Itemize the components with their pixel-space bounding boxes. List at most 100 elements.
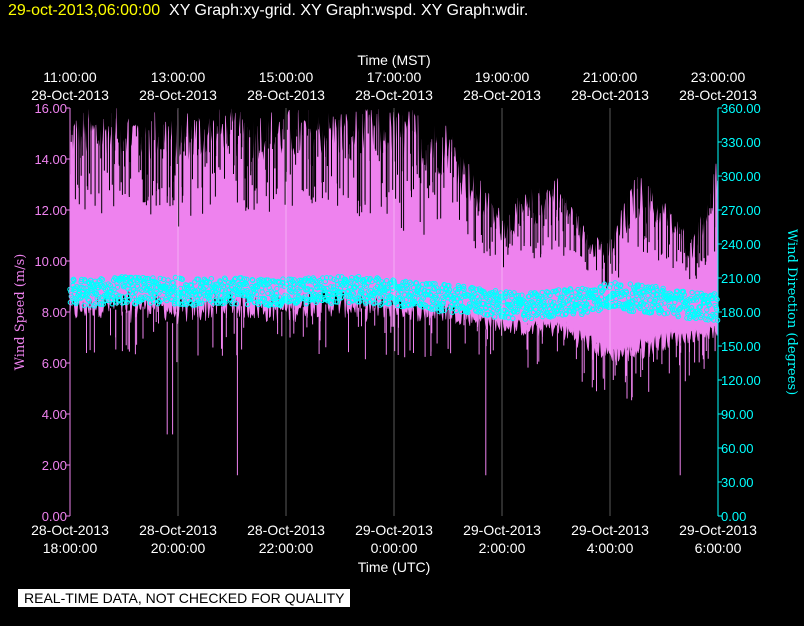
wind-direction-point <box>535 310 541 316</box>
wind-direction-point <box>350 290 357 297</box>
wind-direction-point <box>705 298 712 305</box>
left-tick-label: 10.00 <box>34 254 67 269</box>
wind-direction-point <box>706 301 713 308</box>
wind-direction-point <box>376 289 382 295</box>
wind-direction-point <box>568 287 574 293</box>
wind-direction-point <box>510 315 516 322</box>
wind-direction-point <box>148 288 154 294</box>
wind-direction-point <box>688 304 695 311</box>
bottom-tick-date: 28-Oct-2013 <box>31 522 109 538</box>
wind-direction-point <box>241 281 247 287</box>
wind-direction-point <box>428 306 435 312</box>
wind-direction-point <box>204 278 210 285</box>
wind-direction-point <box>564 307 570 313</box>
wind-direction-point <box>677 306 683 312</box>
wind-direction-point <box>410 284 417 291</box>
left-axis: 0.00 2.00 4.00 6.00 8.00 10.00 12.00 14.00 16.00 <box>34 101 70 524</box>
wind-direction-point <box>400 279 406 286</box>
wind-direction-point <box>317 291 323 298</box>
wind-direction-point <box>196 292 202 298</box>
left-tick-label: 6.00 <box>42 356 67 371</box>
wind-direction-point <box>390 286 396 293</box>
wind-direction-point <box>355 299 361 305</box>
wind-direction-point <box>476 297 482 303</box>
wind-direction-point <box>82 278 88 284</box>
bottom-tick-time: 2:00:00 <box>479 540 526 556</box>
wind-direction-point <box>250 277 256 283</box>
wind-direction-point <box>436 308 442 314</box>
wind-direction-point <box>624 300 630 306</box>
wind-direction-point <box>391 280 398 286</box>
top-tick-time: 13:00:00 <box>151 69 206 85</box>
wind-direction-point <box>123 274 129 281</box>
wind-direction-point <box>492 288 499 294</box>
wind-direction-point <box>180 295 187 301</box>
right-tick-label: 0.00 <box>721 509 746 524</box>
wind-direction-point <box>376 279 382 286</box>
bottom-tick-date: 29-Oct-2013 <box>463 522 541 538</box>
wind-direction-point <box>667 290 673 296</box>
wind-direction-point <box>134 283 141 289</box>
wind-direction-point <box>509 295 515 301</box>
right-tick-label: 300.00 <box>721 169 761 184</box>
wind-direction-point <box>408 290 414 296</box>
y-axis-left-label: Wind Speed (m/s) <box>13 254 28 371</box>
wind-direction-point <box>354 282 360 288</box>
top-tick-date: 28-Oct-2013 <box>139 87 217 103</box>
wind-direction-point <box>296 288 302 295</box>
wind-direction-point <box>658 307 665 314</box>
wind-direction-point <box>514 309 520 315</box>
wind-direction-point <box>704 307 710 313</box>
wind-direction-point <box>645 293 651 299</box>
wind-direction-point <box>187 299 193 306</box>
wind-direction-point <box>657 307 664 313</box>
wind-direction-point <box>335 274 341 280</box>
right-axis: 0.00 30.00 60.00 90.00 120.00 150.00 180.00 210… <box>718 101 761 524</box>
wind-direction-point <box>244 276 250 282</box>
top-tick-time: 23:00:00 <box>691 69 746 85</box>
wind-direction-point <box>694 294 700 300</box>
left-tick-label: 8.00 <box>42 305 67 320</box>
right-tick-label: 330.00 <box>721 135 761 150</box>
wind-direction-point <box>398 289 404 295</box>
wind-direction-point <box>454 289 461 295</box>
wind-direction-point <box>303 301 309 307</box>
wind-direction-point <box>693 297 700 303</box>
top-axis: 11:00:00 28-Oct-2013 13:00:00 28-Oct-2013 15… <box>31 69 757 103</box>
right-tick-label: 360.00 <box>721 101 761 116</box>
wind-direction-point <box>492 290 498 296</box>
wind-direction-point <box>635 282 642 288</box>
wind-direction-point <box>584 301 590 307</box>
wind-direction-point <box>183 302 189 308</box>
wind-direction-point <box>623 289 630 296</box>
wind-direction-point <box>350 297 356 303</box>
wind-direction-point <box>669 307 676 313</box>
wind-direction-point <box>171 284 177 290</box>
wind-direction-point <box>132 289 138 295</box>
wind-direction-point <box>203 283 209 290</box>
wind-direction-point <box>385 289 392 295</box>
wind-direction-point <box>522 316 528 322</box>
wind-direction-point <box>597 306 604 312</box>
chart-header: 29-oct-2013,06:00:00 XY Graph:xy-grid. X… <box>8 2 528 20</box>
wind-direction-point <box>559 312 566 318</box>
wind-direction-point <box>453 307 459 314</box>
wind-direction-point <box>465 309 471 315</box>
wind-direction-point <box>276 294 283 300</box>
wind-direction-point <box>253 291 260 297</box>
wind-direction-point <box>261 296 268 302</box>
wind-direction-point <box>678 295 684 301</box>
wind-direction-point <box>227 293 233 299</box>
wind-direction-point <box>259 289 265 295</box>
wind-direction-point <box>338 295 344 301</box>
right-tick-label: 210.00 <box>721 271 761 286</box>
wind-direction-point <box>348 278 354 284</box>
wind-direction-point <box>440 301 446 307</box>
wind-direction-point <box>592 287 598 294</box>
wind-direction-point <box>310 297 316 303</box>
wind-direction-point <box>86 297 92 304</box>
wind-direction-point <box>413 280 420 286</box>
wind-direction-point <box>404 285 411 292</box>
wind-direction-point <box>399 285 405 292</box>
